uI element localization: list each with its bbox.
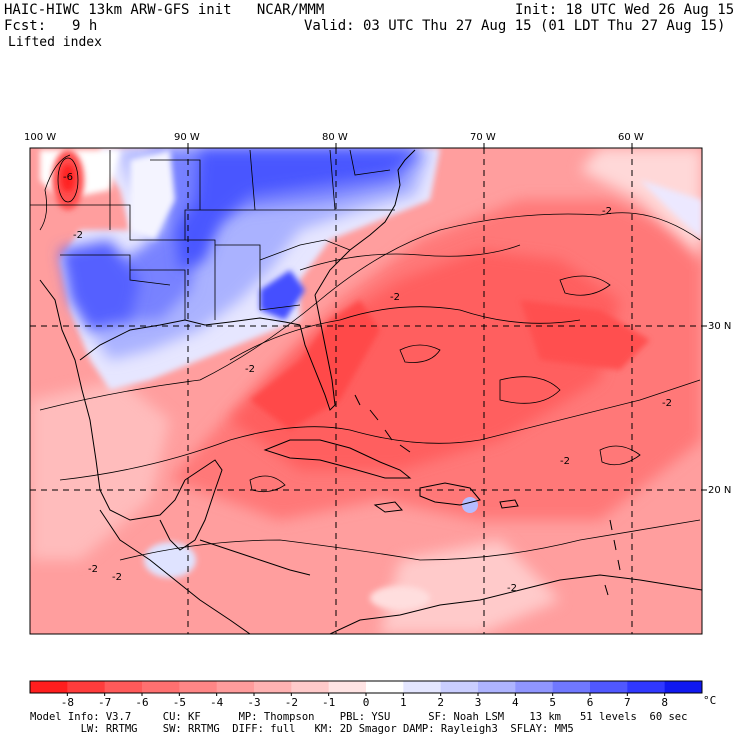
- lat-lon-grid: [30, 148, 702, 634]
- colorbar-swatch: [104, 681, 143, 693]
- contour-label: -2: [560, 456, 570, 467]
- lon-label-100w: 100 W: [24, 132, 56, 143]
- shaded-field: [30, 148, 702, 634]
- contour-label: -2: [88, 564, 98, 575]
- colorbar-swatch: [216, 681, 255, 693]
- contour-label: -2: [507, 583, 517, 594]
- colorbar: [29, 680, 703, 696]
- valid-time: Valid: 03 UTC Thu 27 Aug 15 (01 LDT Thu …: [304, 18, 726, 34]
- colorbar-tick-label: 8: [661, 696, 668, 709]
- forecast-hour: 9 h: [72, 18, 98, 34]
- contour-label: -6: [63, 172, 73, 183]
- longitude-labels: 100 W 90 W 80 W 70 W 60 W: [24, 132, 644, 143]
- state-borders: [30, 149, 395, 320]
- lat-label-20n: 20 N: [708, 485, 731, 496]
- contour-lines: [39, 154, 701, 561]
- colorbar-tick-label: 5: [549, 696, 556, 709]
- colorbar-tick-label: 2: [437, 696, 444, 709]
- lon-label-80w: 80 W: [322, 132, 348, 143]
- colorbar-tick-label: -4: [210, 696, 224, 709]
- contour-label: -2: [73, 230, 83, 241]
- colorbar-swatch: [179, 681, 218, 693]
- colorbar-tick-label: -8: [60, 696, 74, 709]
- map-title: HAIC-HIWC 13km ARW-GFS init NCAR/MMM: [4, 2, 325, 18]
- colorbar-unit: °C: [703, 694, 717, 707]
- contour-label: -2: [602, 206, 612, 217]
- coastlines: [39, 149, 702, 634]
- lat-label-30n: 30 N: [708, 321, 731, 332]
- lon-label-70w: 70 W: [470, 132, 496, 143]
- init-time: Init: 18 UTC Wed 26 Aug 15: [515, 2, 735, 18]
- contour-label: -2: [390, 292, 400, 303]
- colorbar-swatch: [328, 681, 367, 693]
- colorbar-swatch: [403, 681, 442, 693]
- colorbar-swatch: [30, 681, 68, 693]
- contour-label: -2: [662, 398, 672, 409]
- colorbar-tick-label: -5: [172, 696, 186, 709]
- colorbar-tick-label: 7: [624, 696, 631, 709]
- colorbar-swatch: [142, 681, 180, 693]
- field-name: Lifted index: [8, 35, 102, 50]
- colorbar-tick-label: 4: [512, 696, 519, 709]
- colorbar-tick-label: -1: [322, 696, 336, 709]
- colorbar-swatch: [515, 681, 554, 693]
- colorbar-swatch: [366, 681, 404, 693]
- forecast-label: Fcst:: [4, 18, 47, 34]
- axis-ticks: [187, 143, 707, 491]
- colorbar-tick-label: 0: [362, 696, 370, 709]
- colorbar-swatch: [590, 681, 628, 693]
- contour-value-labels: -6 -2 -2 -2 -2 -2 -2 -2 -2 -2: [63, 172, 672, 594]
- colorbar-tick-label: 6: [586, 696, 594, 709]
- colorbar-tick-label: -2: [284, 696, 298, 709]
- colorbar-tick-label: 3: [474, 696, 482, 709]
- colorbar-swatch: [67, 681, 106, 693]
- colorbar-swatch: [440, 681, 479, 693]
- colorbar-swatch: [552, 681, 591, 693]
- map-frame: [29, 147, 703, 635]
- colorbar-swatch: [664, 681, 703, 693]
- model-info-line1: Model Info: V3.7 CU: KF MP: Thompson PBL…: [30, 711, 688, 723]
- colorbar-swatch: [254, 681, 292, 693]
- lon-label-90w: 90 W: [174, 132, 200, 143]
- latitude-labels: 30 N 20 N: [708, 321, 731, 496]
- contour-label: -2: [112, 572, 122, 583]
- colorbar-tick-label: -6: [135, 696, 149, 709]
- colorbar-swatch: [478, 681, 516, 693]
- colorbar-tick-label: -7: [98, 696, 112, 709]
- colorbar-tick-label: 1: [400, 696, 407, 709]
- model-info-line2: LW: RRTMG SW: RRTMG DIFF: full KM: 2D Sm…: [30, 723, 574, 735]
- colorbar-swatch: [291, 681, 330, 693]
- lon-label-60w: 60 W: [618, 132, 644, 143]
- colorbar-tick-label: -3: [247, 696, 261, 709]
- contour-label: -2: [245, 364, 255, 375]
- colorbar-swatch: [627, 681, 666, 693]
